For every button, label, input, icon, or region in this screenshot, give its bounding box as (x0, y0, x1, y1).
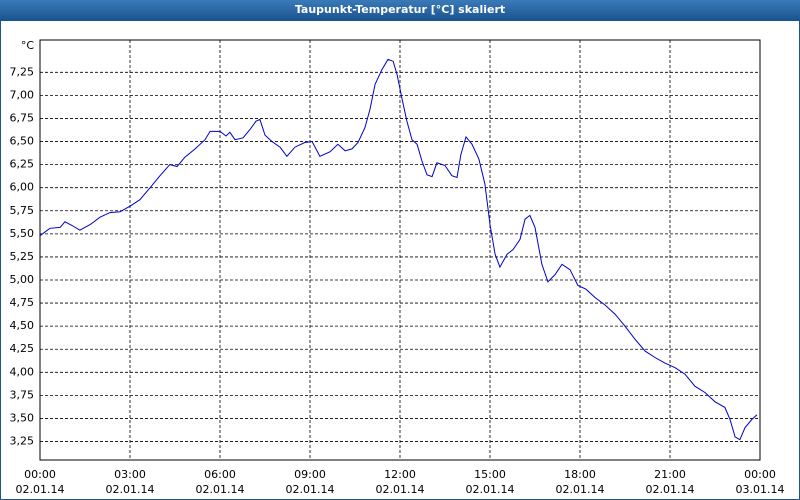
y-tick-label: 6,50 (10, 135, 35, 148)
x-tick-label: 06:00 (204, 468, 236, 481)
x-tick-label: 09:00 (294, 468, 326, 481)
x-tick-label: 00:00 (24, 468, 56, 481)
x-tick-label: 18:00 (564, 468, 596, 481)
data-line (39, 58, 758, 441)
y-tick-label: 5,75 (10, 204, 35, 217)
x-tick-date: 02.01.14 (556, 483, 605, 496)
x-tick-date: 02.01.14 (16, 483, 65, 496)
y-tick-label: 6,00 (10, 181, 35, 194)
x-tick-label: 03:00 (114, 468, 146, 481)
x-tick-label: 15:00 (474, 468, 506, 481)
x-tick-date: 02.01.14 (196, 483, 245, 496)
chart-title: Taupunkt-Temperatur [°C] skaliert (295, 3, 505, 16)
y-tick-label: 3,50 (10, 411, 35, 424)
x-tick-date: 02.01.14 (466, 483, 515, 496)
y-tick-label: 4,25 (10, 342, 35, 355)
y-unit: °C (21, 39, 35, 52)
x-tick-date: 02.01.14 (646, 483, 695, 496)
y-tick-label: 4,75 (10, 296, 35, 309)
y-tick-label: 7,00 (10, 88, 35, 101)
x-tick-label: 12:00 (384, 468, 416, 481)
y-tick-label: 5,50 (10, 227, 35, 240)
y-tick-label: 6,75 (10, 111, 35, 124)
x-tick-date: 02.01.14 (106, 483, 155, 496)
y-tick-label: 4,00 (10, 365, 35, 378)
x-tick-date: 02.01.14 (376, 483, 425, 496)
x-tick-date: 03.01.14 (736, 483, 785, 496)
x-tick-label: 00:00 (744, 468, 776, 481)
y-tick-label: 3,25 (10, 435, 35, 448)
title-bar (0, 0, 800, 20)
y-tick-label: 5,00 (10, 273, 35, 286)
y-tick-label: 3,75 (10, 388, 35, 401)
y-tick-label: 5,25 (10, 250, 35, 263)
x-tick-label: 21:00 (654, 468, 686, 481)
plot-frame (39, 39, 761, 461)
y-tick-label: 6,25 (10, 158, 35, 171)
x-tick-date: 02.01.14 (286, 483, 335, 496)
y-tick-label: 7,25 (10, 65, 35, 78)
y-tick-label: 4,50 (10, 319, 35, 332)
